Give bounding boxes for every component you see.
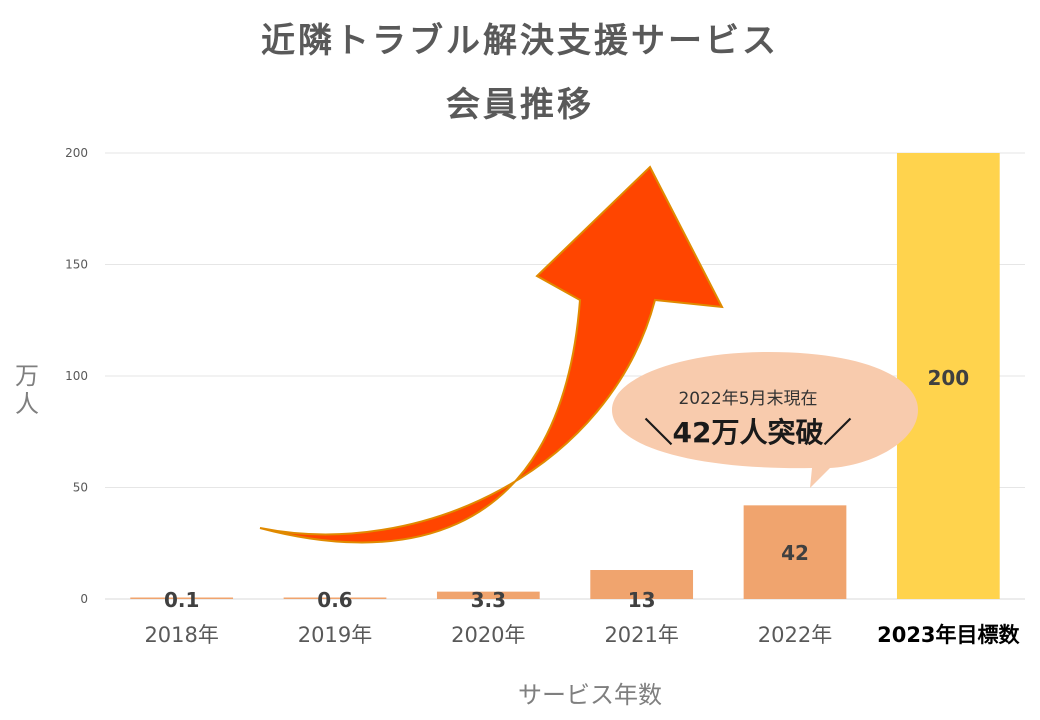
growth-arrow xyxy=(259,165,724,544)
bar xyxy=(743,505,847,599)
bar xyxy=(896,153,1000,599)
x-tick-label: 2022年 xyxy=(758,623,832,647)
gridlines xyxy=(105,152,1025,600)
bars xyxy=(130,153,1000,599)
x-tick-label: 2023年目標数 xyxy=(877,623,1020,647)
x-tick-label: 2019年 xyxy=(298,623,372,647)
x-tick-label: 2020年 xyxy=(451,623,525,647)
data-labels: 0.1 0.6 3.3 13 42 200 xyxy=(164,366,969,612)
data-label: 42 xyxy=(781,541,809,565)
y-tick-label: 150 xyxy=(65,258,88,272)
bar xyxy=(283,597,387,599)
y-tick-label: 200 xyxy=(65,146,88,160)
bar xyxy=(590,570,694,599)
bar xyxy=(130,597,234,599)
y-tick-label: 100 xyxy=(65,369,88,383)
chart-title-line2: 会員推移 xyxy=(446,85,594,125)
bar xyxy=(436,591,540,599)
x-axis-title: サービス年数 xyxy=(518,681,662,709)
x-tick-label: 2018年 xyxy=(144,623,218,647)
callout-headline-text: ＼42万人突破／ xyxy=(645,416,852,449)
callout-bubble: 2022年5月末現在 ＼42万人突破／ xyxy=(612,352,918,488)
y-tick-labels: 0 50 100 150 200 xyxy=(65,146,88,606)
callout-date-text: 2022年5月末現在 xyxy=(678,389,817,409)
data-label: 13 xyxy=(628,588,656,612)
data-label: 0.6 xyxy=(317,588,352,612)
data-label: 200 xyxy=(927,366,969,390)
data-label: 0.1 xyxy=(164,588,199,612)
x-tick-labels: 2018年 2019年 2020年 2021年 2022年 2023年目標数 xyxy=(144,623,1020,647)
y-tick-label: 0 xyxy=(80,592,88,606)
y-tick-label: 50 xyxy=(73,481,88,495)
data-label: 3.3 xyxy=(471,588,506,612)
x-tick-label: 2021年 xyxy=(604,623,678,647)
y-axis-title: 万人 xyxy=(15,362,39,418)
chart-title-line1: 近隣トラブル解決支援サービス xyxy=(261,21,779,61)
